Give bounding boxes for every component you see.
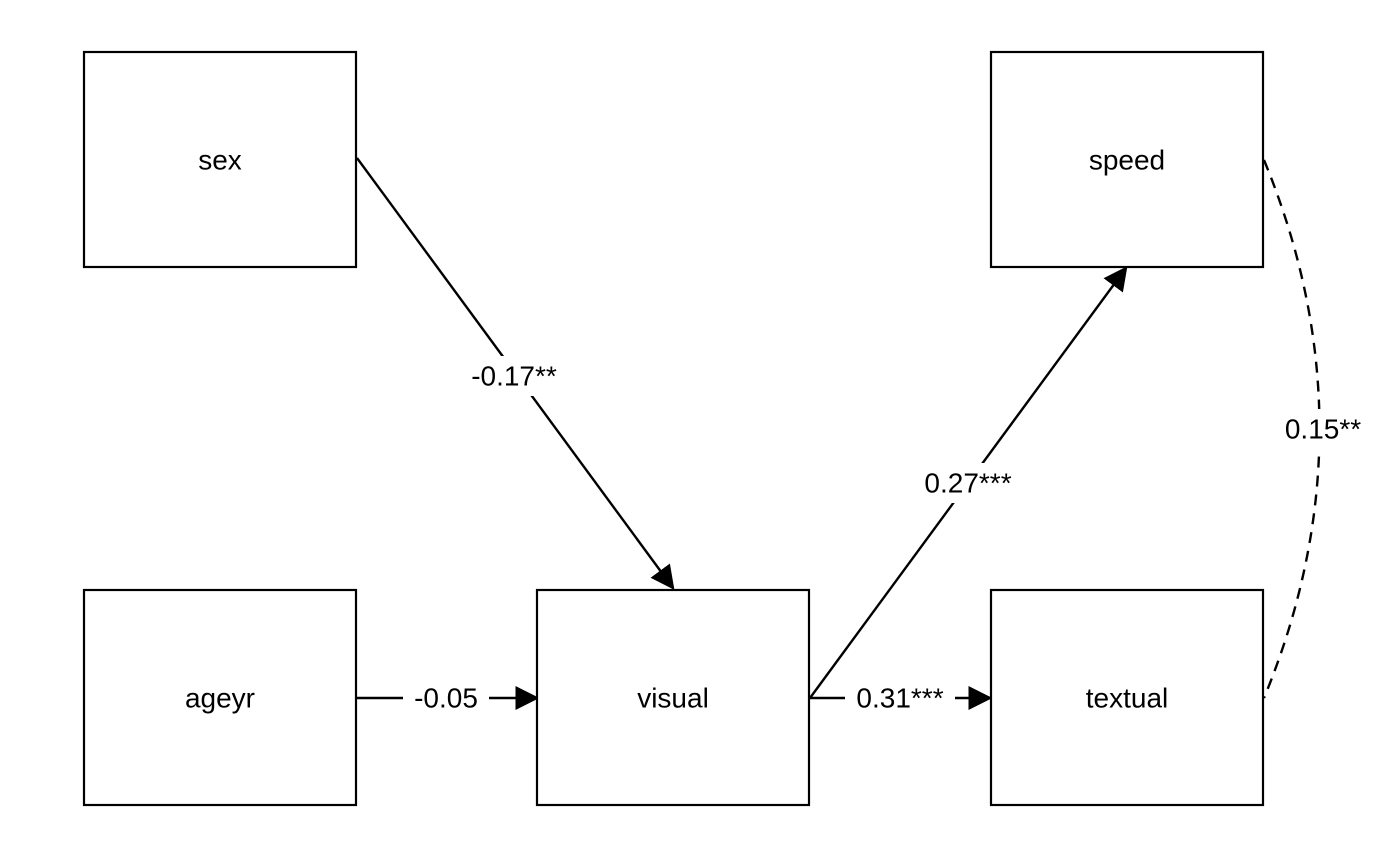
label-sex-visual: -0.17** [462, 356, 566, 396]
node-visual: visual [535, 588, 811, 807]
label-ageyr-visual: -0.05 [403, 678, 489, 718]
node-speed-label: speed [1089, 145, 1165, 176]
label-speed-textual-text: 0.15** [1285, 414, 1361, 445]
node-sex-label: sex [198, 145, 242, 176]
label-ageyr-visual-text: -0.05 [414, 683, 478, 714]
label-speed-textual: 0.15** [1277, 409, 1369, 449]
node-textual-label: textual [1086, 683, 1169, 714]
node-textual: textual [989, 588, 1265, 807]
node-ageyr: ageyr [82, 588, 358, 807]
label-visual-speed: 0.27*** [914, 463, 1022, 503]
label-sex-visual-text: -0.17** [471, 361, 557, 392]
node-visual-label: visual [637, 683, 709, 714]
node-speed: speed [989, 50, 1265, 269]
label-visual-textual: 0.31*** [845, 678, 955, 718]
node-ageyr-label: ageyr [185, 683, 255, 714]
node-sex: sex [82, 50, 358, 269]
label-visual-textual-text: 0.31*** [856, 683, 943, 714]
label-visual-speed-text: 0.27*** [924, 468, 1011, 499]
